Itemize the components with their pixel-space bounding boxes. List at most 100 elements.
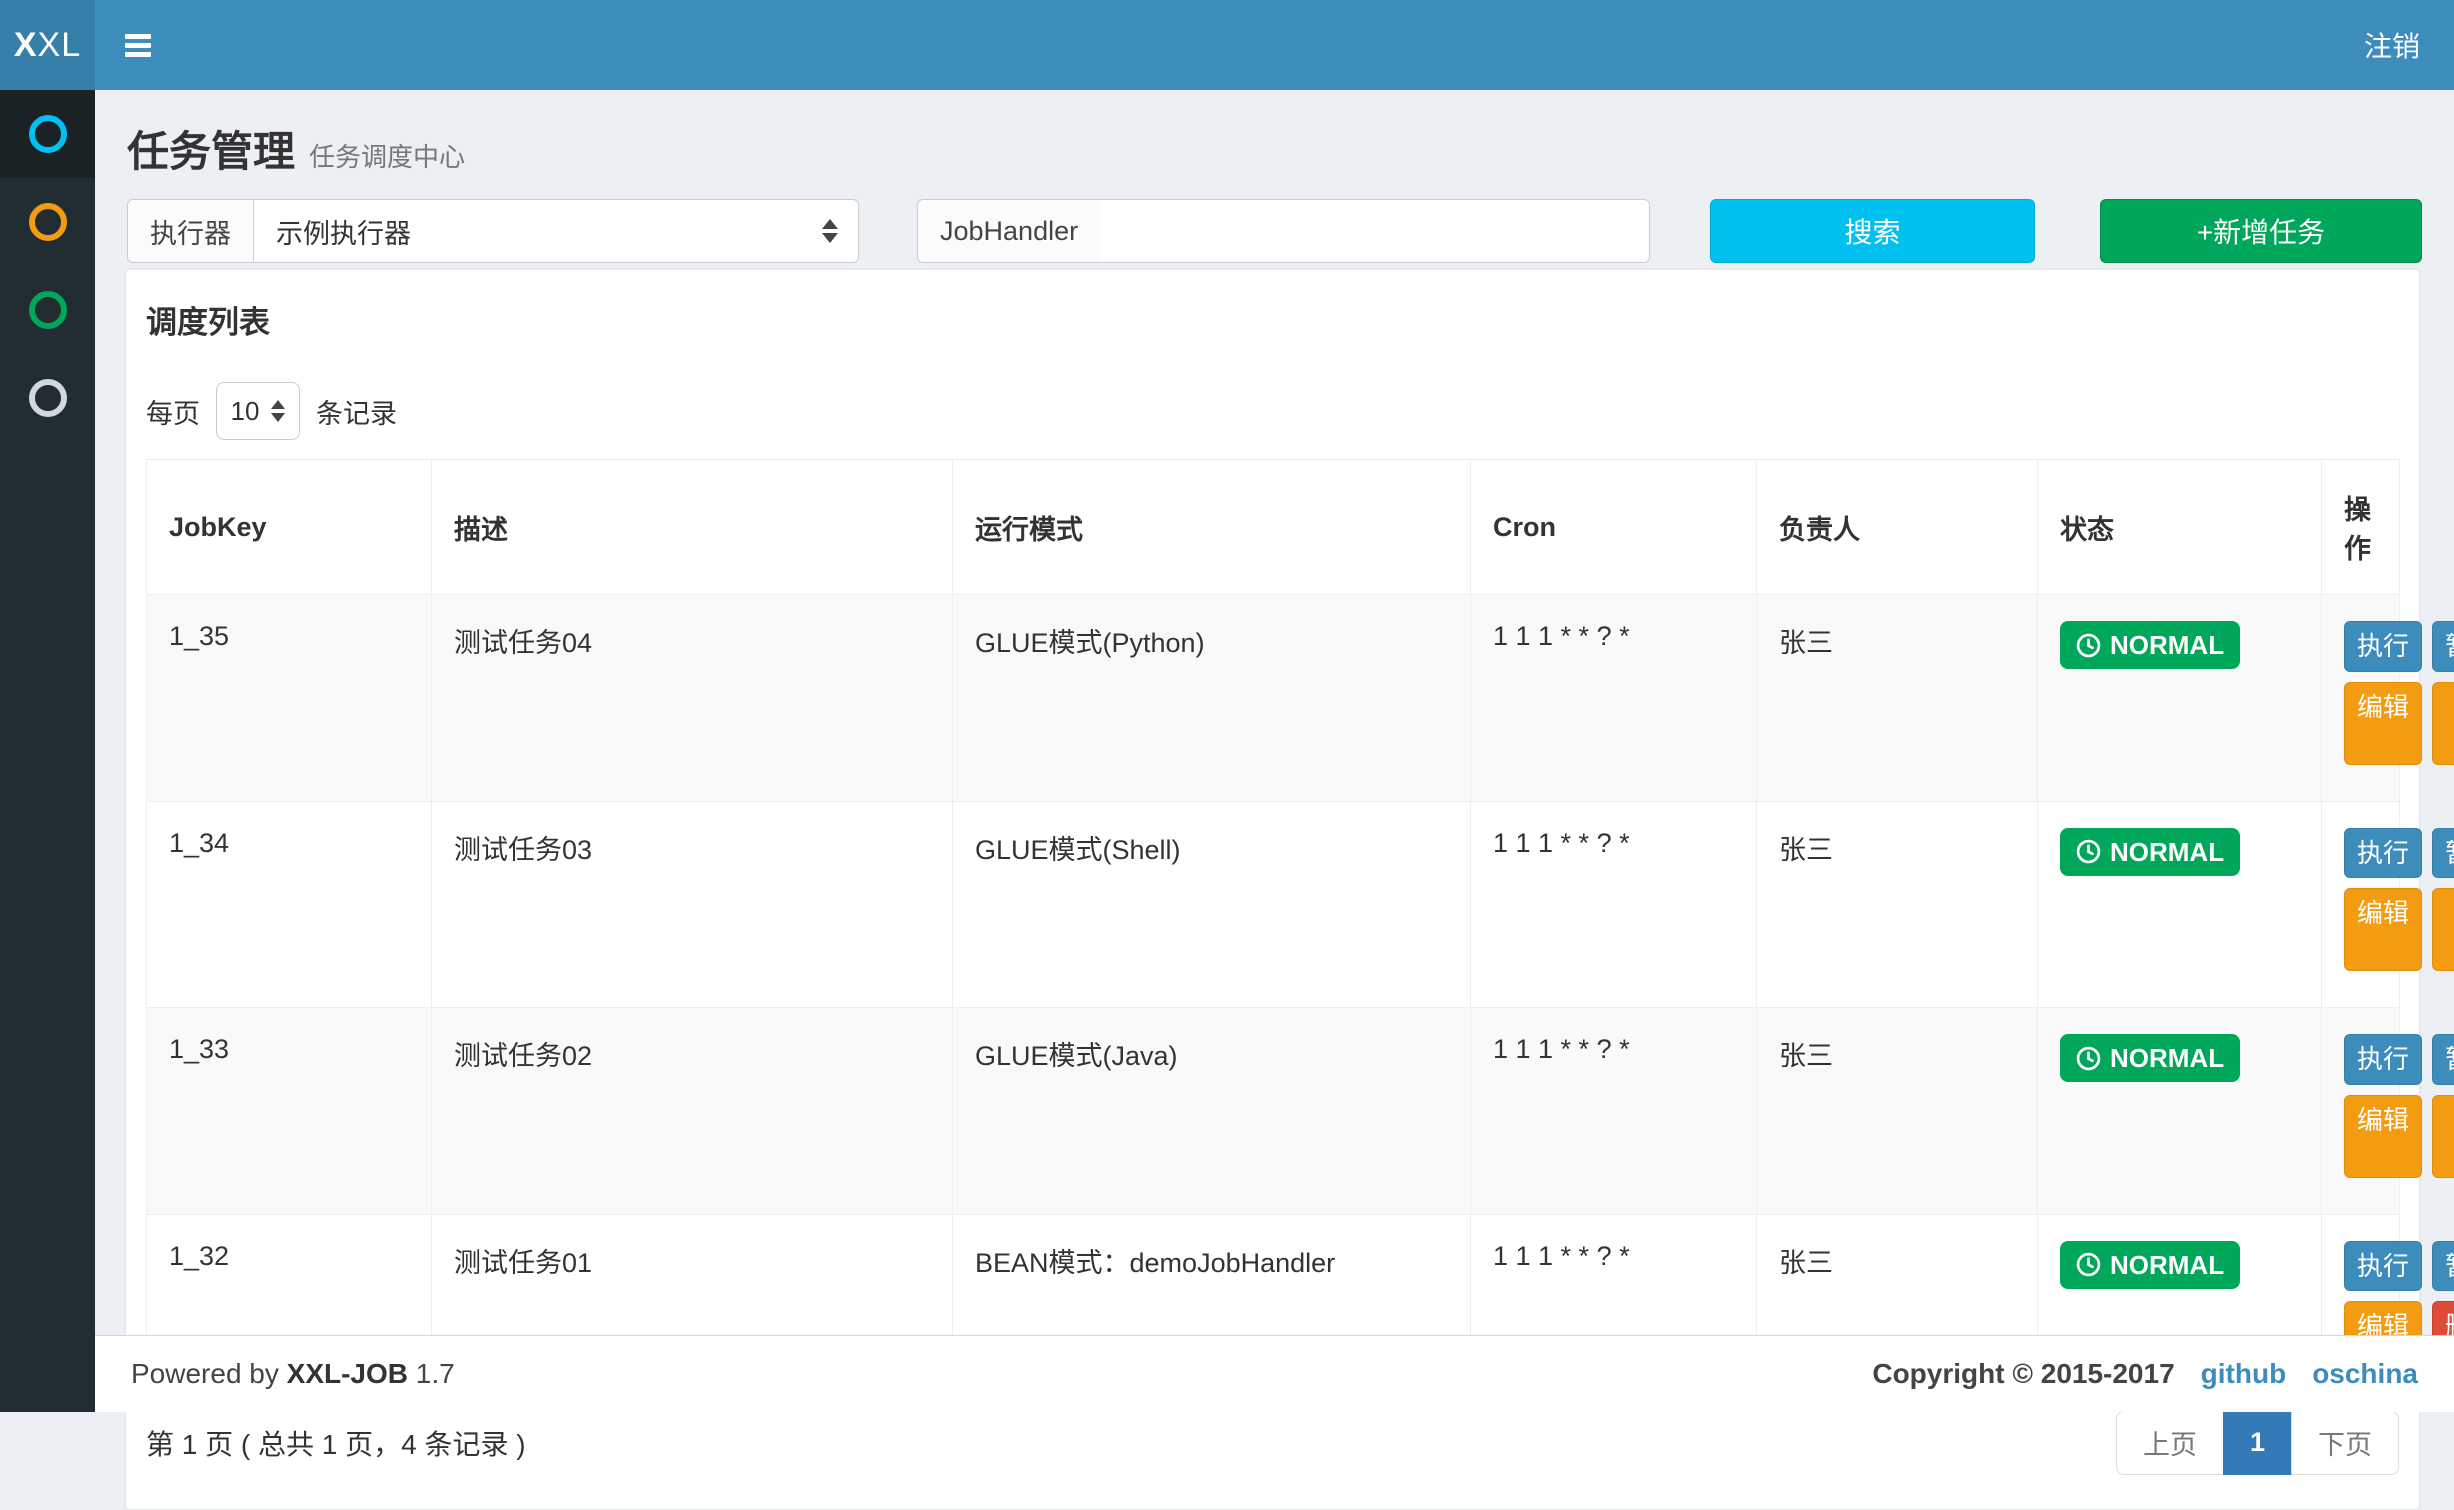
logo-text-light: XL (37, 25, 82, 64)
action-button-暂停[interactable]: 暂停 (2432, 621, 2454, 672)
current-page-button[interactable]: 1 (2222, 1410, 2292, 1475)
cell-jobkey: 1_35 (146, 594, 432, 802)
page-size-value: 10 (230, 395, 260, 426)
circle-icon (28, 291, 67, 329)
action-button-glue[interactable]: GLUE (2432, 888, 2454, 971)
prev-page-button[interactable]: 上页 (2115, 1410, 2224, 1475)
cell-description: 测试任务04 (431, 594, 953, 802)
chevron-updown-icon (822, 219, 838, 243)
main-content: 任务管理 任务调度中心 执行器 示例执行器 JobHandler 搜索 +新增任务… (95, 90, 2454, 1510)
page-title: 任务管理 (127, 128, 296, 175)
page-size-select[interactable]: 10 (216, 382, 300, 440)
sidebar-item-3[interactable] (0, 266, 95, 354)
search-button[interactable]: 搜索 (1710, 199, 2036, 263)
circle-icon (28, 379, 67, 417)
cell-owner: 张三 (1756, 1007, 2038, 1215)
sidebar-item-4[interactable] (0, 354, 95, 442)
footer-link-github[interactable]: github (2200, 1358, 2287, 1389)
status-badge: NORMAL (2060, 1240, 2241, 1289)
status-label: NORMAL (2110, 630, 2225, 660)
action-button-暂停[interactable]: 暂停 (2432, 1240, 2454, 1291)
next-page-button[interactable]: 下页 (2291, 1410, 2399, 1475)
table-row: 1_34 测试任务03 GLUE模式(Shell) 1 1 1 * * ? * 张三 NO… (146, 800, 2454, 1008)
status-badge: NORMAL (2060, 621, 2241, 669)
page-size-control: 每页 10 条记录 (146, 382, 2399, 440)
action-button-编辑[interactable]: 编辑 (2344, 888, 2422, 971)
jobhandler-input[interactable] (1100, 199, 1651, 263)
column-header-7: 操作 (2321, 459, 2400, 595)
cell-status: NORMAL (2037, 800, 2322, 1008)
jobhandler-filter-group: JobHandler (917, 199, 1651, 263)
cell-cron: 1 1 1 * * ? * (1470, 1007, 1757, 1215)
executor-label: 执行器 (127, 199, 253, 263)
hamburger-menu-icon[interactable] (125, 30, 151, 61)
action-button-执行[interactable]: 执行 (2344, 827, 2422, 878)
action-button-row: 执行暂停日志 (2344, 1240, 2454, 1291)
page-footer: Powered by XXL-JOB 1.7 Copyright © 2015-… (95, 1335, 2454, 1412)
app-logo[interactable]: X XL (0, 0, 95, 90)
action-button-row: 执行暂停日志 (2344, 827, 2454, 878)
sidebar-item-2[interactable] (0, 178, 95, 266)
status-label: NORMAL (2110, 836, 2225, 867)
cell-description: 测试任务02 (431, 1007, 953, 1215)
cell-jobkey: 1_34 (146, 800, 432, 1008)
action-button-row: 编辑GLUE删除 (2344, 1094, 2454, 1178)
executor-selected-value: 示例执行器 (276, 218, 411, 249)
action-button-暂停[interactable]: 暂停 (2432, 827, 2454, 878)
panel-title: 调度列表 (146, 305, 270, 340)
pagination-bar: 第 1 页 ( 总共 1 页，4 条记录 ) 上页 1 下页 (146, 1410, 2399, 1475)
clock-icon (2076, 1046, 2101, 1071)
cell-description: 测试任务03 (431, 800, 953, 1008)
action-button-执行[interactable]: 执行 (2344, 1034, 2422, 1085)
clock-icon (2076, 633, 2101, 658)
cell-status: NORMAL (2037, 594, 2322, 802)
executor-select[interactable]: 示例执行器 (253, 199, 859, 263)
cell-mode: GLUE模式(Shell) (952, 800, 1471, 1008)
pagination-summary: 第 1 页 ( 总共 1 页，4 条记录 ) (146, 1428, 526, 1460)
action-button-glue[interactable]: GLUE (2432, 1094, 2454, 1178)
cell-mode: GLUE模式(Java) (952, 1007, 1471, 1215)
action-button-glue[interactable]: GLUE (2432, 681, 2454, 765)
logout-link[interactable]: 注销 (2363, 31, 2420, 62)
footer-link-oschina[interactable]: oschina (2312, 1358, 2418, 1389)
cell-mode: GLUE模式(Python) (952, 594, 1471, 802)
column-header-1: JobKey (146, 459, 432, 595)
add-job-button[interactable]: +新增任务 (2100, 199, 2422, 263)
page-size-suffix: 条记录 (316, 398, 397, 429)
cell-cron: 1 1 1 * * ? * (1470, 594, 1757, 802)
cell-owner: 张三 (1756, 800, 2038, 1008)
pager: 上页 1 下页 (2115, 1410, 2399, 1475)
column-header-6: 状态 (2037, 459, 2322, 595)
top-navbar: X XL 注销 (0, 0, 2454, 90)
schedule-list-panel: 调度列表 每页 10 条记录 JobKey 描述 运行模式 Cron 负责人 状态 操作 1… (125, 269, 2454, 1510)
action-button-row: 编辑GLUE删除 (2344, 888, 2454, 971)
powered-by: Powered by XXL-JOB 1.7 (131, 1358, 455, 1389)
circle-icon (28, 115, 67, 153)
filter-toolbar: 执行器 示例执行器 JobHandler 搜索 +新增任务 (127, 199, 2422, 263)
jobhandler-label: JobHandler (917, 199, 1101, 263)
footer-right: Copyright © 2015-2017 github oschina (1872, 1358, 2418, 1390)
cell-jobkey: 1_33 (146, 1007, 432, 1215)
cell-status: NORMAL (2037, 1007, 2322, 1215)
cell-owner: 张三 (1756, 594, 2038, 802)
action-button-执行[interactable]: 执行 (2344, 1240, 2422, 1291)
copyright-text: Copyright © 2015-2017 (1872, 1358, 2175, 1389)
page-size-prefix: 每页 (146, 398, 200, 429)
action-button-row: 执行暂停日志 (2344, 621, 2454, 672)
sidebar-item-1[interactable] (0, 90, 95, 178)
column-header-4: Cron (1470, 459, 1757, 595)
chevron-updown-icon (271, 400, 286, 422)
table-row: 1_33 测试任务02 GLUE模式(Java) 1 1 1 * * ? * 张三 NOR… (146, 1007, 2454, 1215)
table-body: 1_35 测试任务04 GLUE模式(Python) 1 1 1 * * ? * 张三 N… (146, 594, 2454, 1389)
page-subtitle: 任务调度中心 (309, 142, 466, 172)
status-badge: NORMAL (2060, 827, 2241, 876)
product-version: 1.7 (415, 1358, 455, 1389)
action-button-编辑[interactable]: 编辑 (2344, 681, 2422, 765)
action-button-编辑[interactable]: 编辑 (2344, 1094, 2422, 1178)
table-header-row: JobKey 描述 运行模式 Cron 负责人 状态 操作 (146, 459, 2400, 595)
clock-icon (2076, 839, 2101, 864)
cell-actions: 执行暂停日志编辑GLUE删除 (2321, 594, 2454, 802)
action-button-执行[interactable]: 执行 (2344, 621, 2422, 672)
jobs-table: JobKey 描述 运行模式 Cron 负责人 状态 操作 1_35 测试任务04 GLUE模式… (146, 459, 2454, 1389)
action-button-暂停[interactable]: 暂停 (2432, 1034, 2454, 1085)
